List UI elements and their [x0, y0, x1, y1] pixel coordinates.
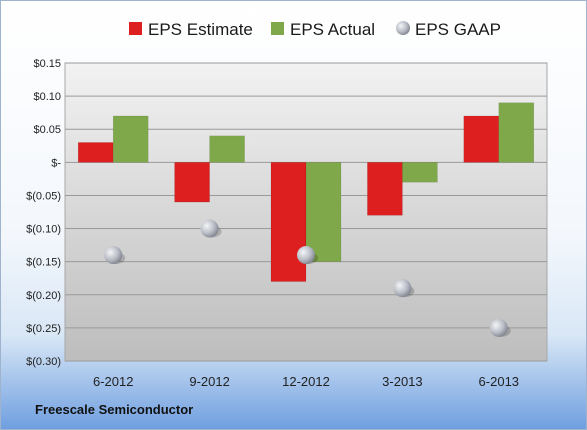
legend-label: EPS GAAP: [415, 20, 501, 39]
legend-label: EPS Actual: [290, 20, 375, 39]
y-tick-label: $(0.10): [26, 224, 61, 236]
x-tick-label: 6-2013: [479, 374, 519, 389]
y-tick-label: $0.15: [33, 58, 61, 70]
bar-eps-actual: [402, 162, 438, 183]
marker-eps-gaap: [104, 246, 123, 265]
bar-eps-actual: [305, 162, 342, 262]
company-label: Freescale Semiconductor: [35, 402, 194, 417]
y-axis: $0.15 $0.10 $0.05 $- $(0.05) $(0.10) $(0.15) $(…: [26, 58, 61, 368]
legend-label: EPS Estimate: [148, 20, 253, 39]
bar-eps-estimate: [463, 115, 500, 163]
bar-eps-estimate: [270, 162, 307, 282]
y-tick-label: $(0.05): [26, 190, 61, 202]
x-tick-label: 6-2012: [93, 374, 133, 389]
legend-swatch: [271, 22, 284, 35]
marker-eps-gaap: [297, 246, 315, 265]
bars: [77, 102, 535, 282]
x-tick-label: 12-2012: [282, 374, 330, 389]
x-axis: 6-2012 9-2012 12-2012 3-2013 6-2013: [93, 374, 519, 389]
bar-eps-actual: [209, 135, 245, 163]
legend: EPS Estimate EPS Actual EPS GAAP: [129, 20, 501, 39]
y-tick-label: $(0.30): [26, 356, 61, 368]
x-tick-label: 9-2012: [189, 374, 229, 389]
bar-eps-estimate: [174, 162, 210, 203]
bar-eps-actual: [112, 115, 149, 163]
marker-eps-gaap: [489, 318, 508, 337]
marker-eps-gaap: [200, 219, 219, 238]
y-tick-label: $0.05: [33, 124, 61, 136]
y-tick-label: $(0.25): [26, 323, 61, 335]
legend-swatch: [129, 22, 142, 35]
y-tick-label: $(0.20): [26, 290, 61, 302]
y-tick-label: $0.10: [33, 91, 61, 103]
y-tick-label: $-: [51, 157, 61, 169]
legend-marker: [396, 21, 410, 35]
bar-eps-estimate: [367, 162, 403, 216]
x-tick-label: 3-2013: [382, 374, 422, 389]
bar-eps-estimate: [77, 142, 114, 163]
y-tick-label: $(0.15): [26, 257, 61, 269]
grid-lines: [65, 62, 547, 362]
marker-eps-gaap: [393, 279, 412, 298]
gaap-markers: [104, 219, 511, 337]
bar-eps-actual: [498, 102, 535, 163]
